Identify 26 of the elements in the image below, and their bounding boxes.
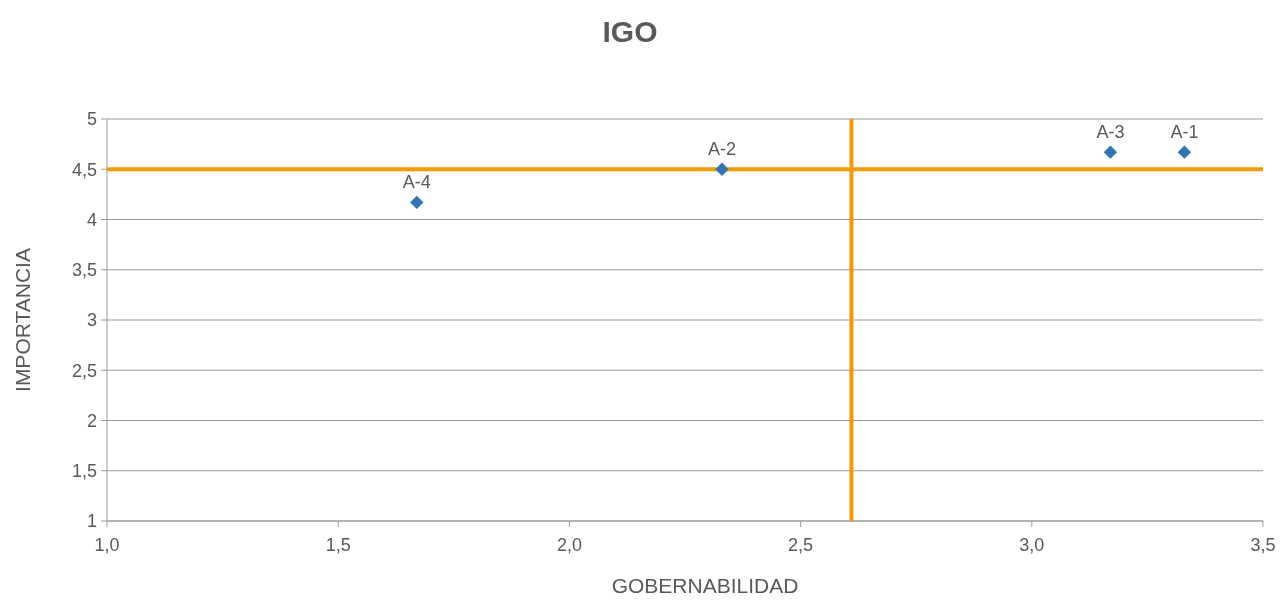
annotation: A-3 (1096, 122, 1125, 143)
y-tick-label: 4,5 (71, 159, 97, 180)
y-tick-label: 1 (86, 511, 97, 532)
y-tick-label: 1,5 (71, 461, 97, 482)
chart-title: IGO (602, 15, 658, 48)
y-tick-label: 2 (86, 410, 97, 431)
annotation: A-1 (1170, 122, 1199, 143)
y-tick-label: 3,5 (71, 260, 97, 281)
x-tick-label: 2,5 (788, 535, 814, 555)
y-tick-label: 2,5 (71, 360, 97, 381)
x-tick-label: 1,5 (325, 535, 351, 555)
x-axis-title: GOBERNABILIDAD (611, 574, 799, 597)
x-tick-label: 1,0 (94, 535, 120, 555)
y-tick-label: 5 (86, 109, 97, 130)
annotation: A-4 (402, 172, 431, 193)
annotation: A-2 (707, 139, 736, 160)
x-tick-label: 3,0 (1019, 535, 1045, 555)
x-tick-label: 3,5 (1250, 535, 1276, 555)
point (410, 195, 424, 210)
y-tick-label: 4 (86, 209, 97, 230)
y-axis-title: IMPORTANCIA (11, 248, 34, 392)
point (715, 162, 729, 176)
point (1177, 145, 1192, 159)
x-tick-label: 2,0 (556, 535, 582, 555)
point (1103, 145, 1118, 159)
y-tick-label: 3 (86, 310, 97, 331)
